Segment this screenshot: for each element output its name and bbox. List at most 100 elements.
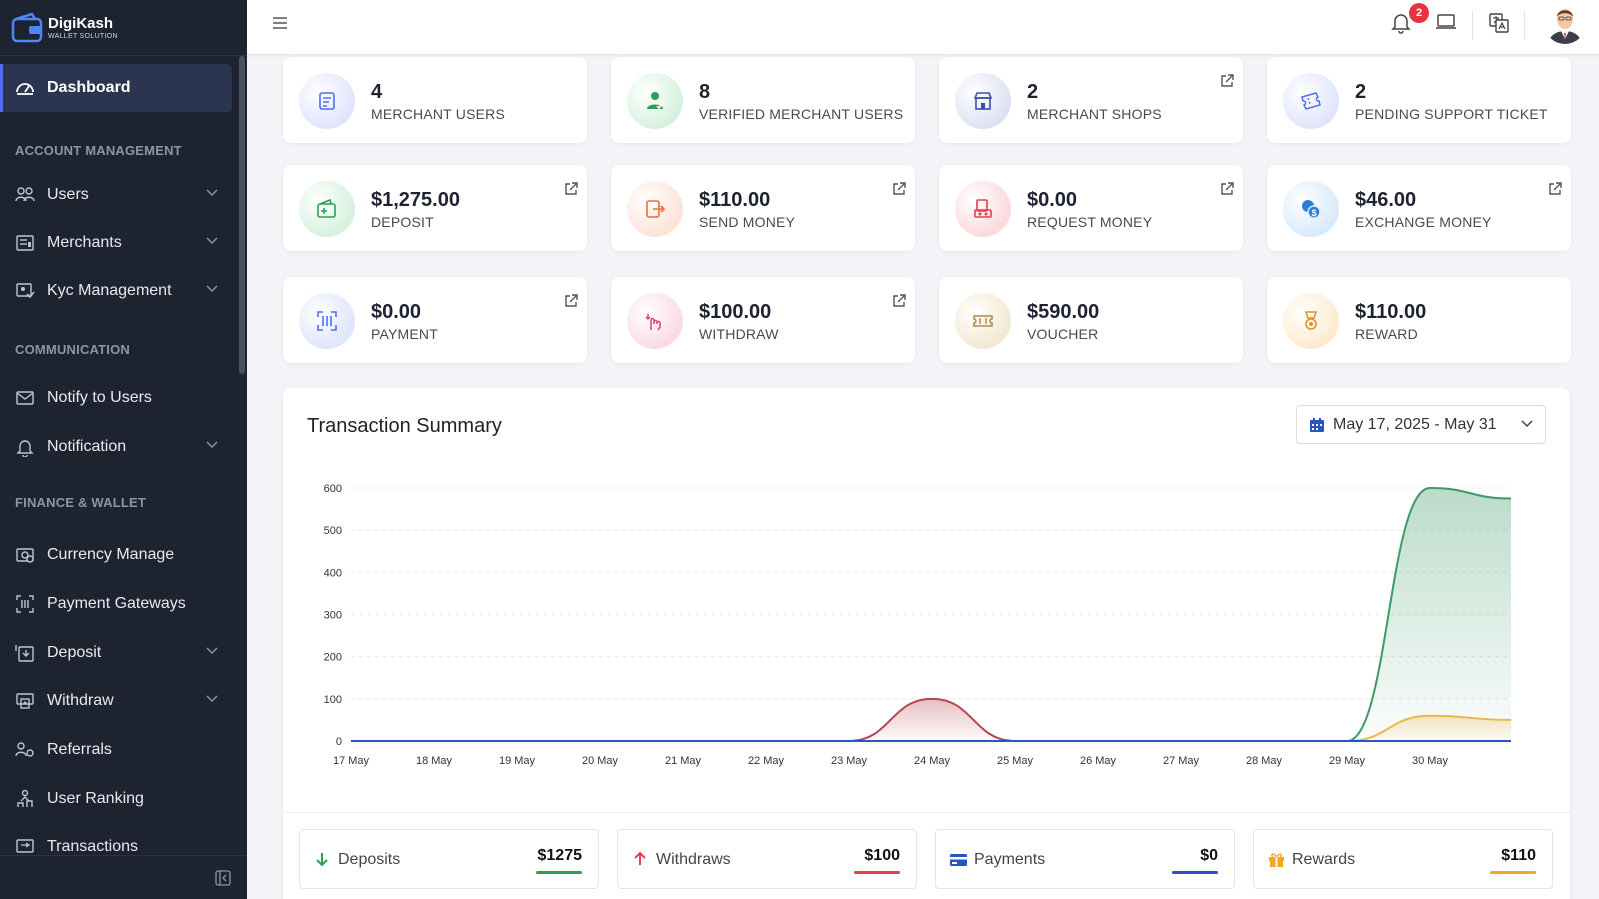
sidebar-item-notify-to-users[interactable]: Notify to Users	[0, 378, 232, 418]
chevron-down-icon	[206, 285, 218, 292]
ranking-icon	[17, 789, 33, 807]
card-value: $1,275.00	[371, 189, 460, 211]
card-icon-circle	[627, 181, 683, 237]
summary-divider	[283, 812, 1570, 813]
section-account-management: ACCOUNT MANAGEMENT	[15, 143, 182, 158]
external-link-icon[interactable]	[563, 293, 579, 309]
card-icon-circle	[955, 181, 1011, 237]
stat-card-request-money[interactable]: $0.00 REQUEST MONEY	[939, 165, 1243, 251]
stat-card-pending-support-ticket: 2 PENDING SUPPORT TICKET	[1267, 57, 1571, 143]
laptop-icon[interactable]	[1435, 12, 1457, 32]
sidebar-item-transactions[interactable]: Transactions	[0, 827, 232, 867]
sidebar-item-dashboard[interactable]: Dashboard	[0, 64, 232, 112]
summary-stat-underline	[854, 871, 900, 874]
stat-card-exchange-money[interactable]: $ $46.00 EXCHANGE MONEY	[1267, 165, 1571, 251]
external-link-icon[interactable]	[1219, 73, 1235, 89]
y-tick-label: 500	[324, 525, 342, 537]
card-icon-circle	[955, 293, 1011, 349]
sidebar-item-label: Deposit	[47, 644, 102, 661]
card-icon-circle	[627, 73, 683, 129]
collapse-sidebar-icon[interactable]	[215, 870, 231, 886]
sidebar-item-label: Withdraw	[47, 692, 114, 709]
sidebar-item-users[interactable]: Users	[0, 175, 232, 215]
sidebar: DigiKash WALLET SOLUTION Dashboard ACCOU…	[0, 0, 247, 899]
header-separator	[1472, 10, 1473, 40]
withdraw-hand-icon	[645, 314, 661, 331]
card-icon-circle: $	[1283, 181, 1339, 237]
gift-icon	[1269, 853, 1284, 867]
card-value: $110.00	[699, 189, 771, 211]
sidebar-item-label: Transactions	[47, 838, 138, 855]
sidebar-item-payment-gateways[interactable]: Payment Gateways	[0, 584, 232, 624]
card-value: $46.00	[1355, 189, 1417, 211]
summary-title: Transaction Summary	[307, 415, 502, 437]
notification-bell-icon[interactable]	[1391, 12, 1411, 34]
x-tick-label: 26 May	[1080, 755, 1117, 767]
summary-stat-payments: Payments $0	[935, 829, 1235, 889]
stat-card-deposit[interactable]: $1,275.00 DEPOSIT	[283, 165, 587, 251]
top-header	[247, 0, 1599, 55]
header-separator	[1524, 10, 1525, 40]
chevron-down-icon	[206, 237, 218, 244]
card-label: VERIFIED MERCHANT USERS	[699, 106, 904, 122]
card-label: MERCHANT SHOPS	[1027, 106, 1162, 122]
id-card-icon	[319, 92, 335, 110]
sidebar-item-kyc-management[interactable]: Kyc Management	[0, 271, 232, 311]
avatar[interactable]	[1544, 2, 1586, 44]
chevron-down-icon	[206, 189, 218, 196]
sidebar-item-referrals[interactable]: Referrals	[0, 730, 232, 770]
summary-stat-label: Payments	[974, 851, 1046, 868]
x-tick-label: 20 May	[582, 755, 619, 767]
brand[interactable]: DigiKash WALLET SOLUTION	[0, 0, 247, 56]
withdraw-icon	[16, 693, 34, 709]
y-tick-label: 200	[324, 652, 342, 664]
date-range-value: May 17, 2025 - May 31	[1333, 415, 1497, 433]
currency-icon	[16, 548, 34, 563]
sidebar-item-label: Dashboard	[47, 79, 131, 96]
voucher-icon	[973, 315, 993, 327]
sidebar-item-label: Merchants	[47, 234, 122, 251]
external-link-icon[interactable]	[563, 181, 579, 197]
stat-card-send-money[interactable]: $110.00 SEND MONEY	[611, 165, 915, 251]
external-link-icon[interactable]	[891, 293, 907, 309]
sidebar-item-label: Referrals	[47, 741, 112, 758]
summary-stat-deposits: Deposits $1275	[299, 829, 599, 889]
y-tick-label: 0	[336, 736, 342, 748]
y-tick-label: 400	[324, 567, 342, 579]
x-tick-label: 28 May	[1246, 755, 1283, 767]
card-icon-circle	[299, 181, 355, 237]
sidebar-item-notification[interactable]: Notification	[0, 427, 232, 467]
sidebar-item-deposit[interactable]: Deposit	[0, 633, 232, 673]
y-tick-label: 300	[324, 610, 342, 622]
external-link-icon[interactable]	[1547, 181, 1563, 197]
external-link-icon[interactable]	[891, 181, 907, 197]
translate-icon[interactable]	[1488, 12, 1510, 34]
users-icon	[15, 187, 35, 202]
stat-card-merchant-shops[interactable]: 2 MERCHANT SHOPS	[939, 57, 1243, 143]
stat-card-payment[interactable]: $0.00 PAYMENT	[283, 277, 587, 363]
card-value: $0.00	[1027, 189, 1078, 211]
envelope-icon	[16, 391, 34, 405]
stat-card-withdraw[interactable]: $100.00 WITHDRAW	[611, 277, 915, 363]
transaction-area-chart: 0 100 200 300 400 500 600 17 May 18 May 19 May 20 …	[324, 483, 1512, 767]
sidebar-item-user-ranking[interactable]: User Ranking	[0, 779, 232, 819]
sidebar-scrollbar[interactable]	[239, 56, 245, 374]
card-label: PENDING SUPPORT TICKET	[1355, 106, 1548, 122]
x-tick-label: 25 May	[997, 755, 1034, 767]
verified-user-icon	[647, 92, 664, 110]
section-communication: COMMUNICATION	[15, 342, 131, 357]
card-label: REWARD	[1355, 326, 1418, 342]
x-tick-label: 24 May	[914, 755, 951, 767]
card-value: 2	[1027, 81, 1039, 103]
sidebar-item-currency-manage[interactable]: Currency Manage	[0, 535, 232, 575]
series-area-deposits	[351, 488, 1511, 741]
external-link-icon[interactable]	[1219, 181, 1235, 197]
sidebar-item-merchants[interactable]: Merchants	[0, 223, 232, 263]
sidebar-item-withdraw[interactable]: Withdraw	[0, 681, 232, 721]
merchants-icon	[16, 235, 34, 251]
hamburger-menu-icon[interactable]	[271, 14, 289, 32]
brand-subtitle: WALLET SOLUTION	[48, 33, 118, 40]
request-money-icon	[974, 199, 992, 218]
date-range-picker[interactable]: May 17, 2025 - May 31	[1296, 405, 1546, 444]
x-tick-label: 30 May	[1412, 755, 1449, 767]
